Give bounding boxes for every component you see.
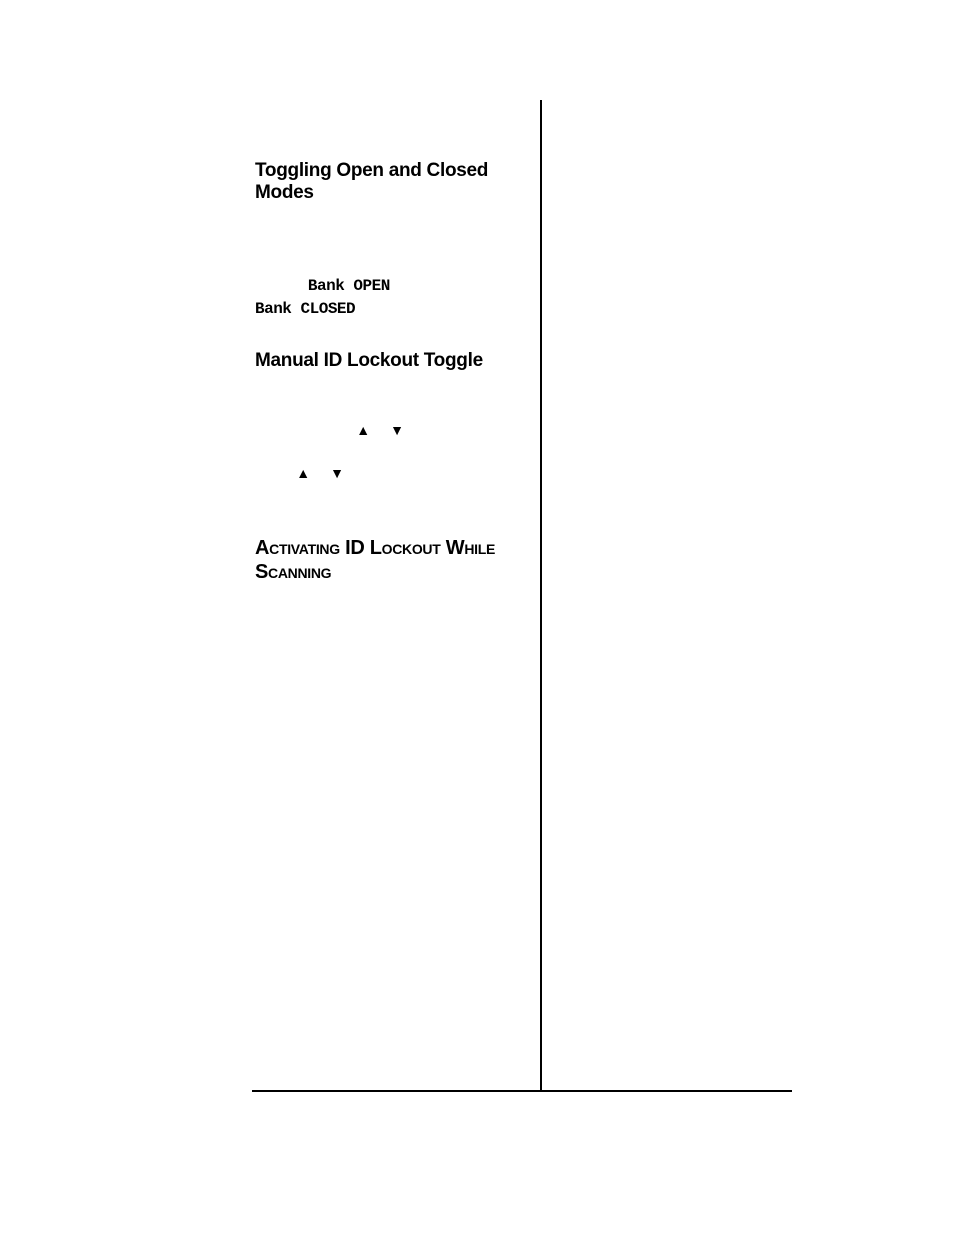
section-activating-id-lockout: Activating ID Lockout While Scanning (255, 536, 525, 584)
text-fragment: or (314, 467, 330, 483)
section-toggling-modes: Toggling Open and Closed Modes (255, 160, 525, 204)
para-manual-id-lockout: In Manual mode, press then use ▲ or ▼ to… (255, 399, 525, 508)
body-text: In Manual mode, press then use ▲ or ▼ to… (255, 399, 525, 508)
page-number: 54 (255, 1105, 268, 1121)
text-fragment: . (359, 301, 363, 317)
vertical-divider (540, 100, 542, 1090)
text-fragment: or (394, 278, 407, 294)
text-fragment: To toggle open or closed mode, press (255, 234, 482, 250)
para-activating-id-lockout: To lock out an ID while scanning, press … (255, 612, 525, 656)
para-toggling-modes: To toggle open or closed mode, press whi… (255, 232, 525, 322)
heading-manual-id-lockout: Manual ID Lockout Toggle (255, 350, 525, 372)
text-fragment: after entering an ID to toggle the locko… (255, 467, 522, 505)
heading-activating-id-lockout: Activating ID Lockout While Scanning (255, 536, 525, 584)
down-arrow-icon: ▼ (330, 465, 344, 485)
text-fragment: then use (396, 401, 446, 417)
text-fragment: In Manual mode, press (255, 401, 396, 417)
section-manual-id-lockout: Manual ID Lockout Toggle (255, 350, 525, 372)
up-arrow-icon: ▲ (356, 422, 370, 442)
heading-toggling-modes: Toggling Open and Closed Modes (255, 160, 525, 204)
bottom-rule (252, 1090, 792, 1092)
left-column: Toggling Open and Closed Modes To toggle… (255, 100, 525, 684)
up-arrow-icon: ▲ (296, 465, 310, 485)
down-arrow-icon: ▼ (390, 422, 404, 442)
body-text: To toggle open or closed mode, press whi… (255, 232, 525, 322)
body-text: To lock out an ID while scanning, press … (255, 612, 525, 656)
lcd-bank-open: Bank OPEN (308, 277, 390, 295)
lcd-bank-closed: Bank CLOSED (255, 300, 355, 318)
text-fragment: or (374, 423, 390, 439)
page-container: Toggling Open and Closed Modes To toggle… (255, 100, 795, 1100)
